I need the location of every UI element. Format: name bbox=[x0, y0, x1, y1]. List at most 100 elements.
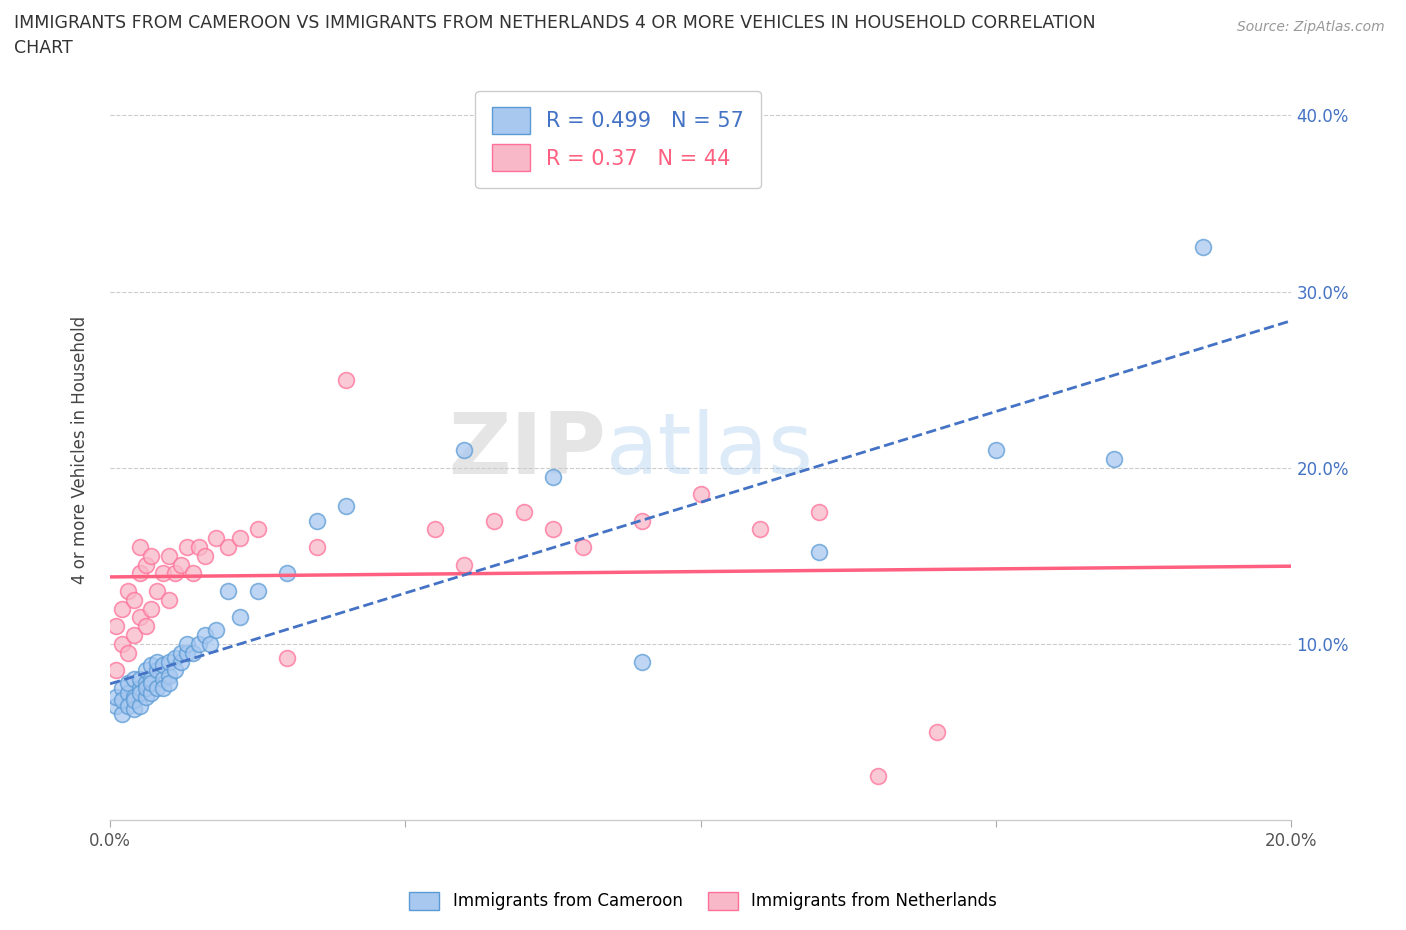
Point bbox=[1102, 451, 1125, 466]
Point bbox=[134, 675, 156, 690]
Point bbox=[181, 566, 204, 581]
Point bbox=[176, 539, 198, 554]
Point bbox=[276, 566, 298, 581]
Point bbox=[111, 681, 134, 696]
Point bbox=[111, 601, 134, 616]
Point bbox=[187, 636, 209, 651]
Point bbox=[122, 628, 145, 643]
Point bbox=[141, 549, 163, 564]
Point bbox=[128, 685, 150, 700]
Point bbox=[157, 592, 180, 607]
Point bbox=[104, 689, 127, 704]
Point bbox=[111, 636, 134, 651]
Point bbox=[541, 469, 564, 484]
Point bbox=[128, 610, 150, 625]
Point bbox=[157, 675, 180, 690]
Y-axis label: 4 or more Vehicles in Household: 4 or more Vehicles in Household bbox=[72, 316, 89, 584]
Point bbox=[134, 689, 156, 704]
Point bbox=[117, 685, 139, 700]
Point bbox=[134, 663, 156, 678]
Point bbox=[117, 698, 139, 713]
Point bbox=[128, 681, 150, 696]
Point bbox=[571, 539, 593, 554]
Text: Source: ZipAtlas.com: Source: ZipAtlas.com bbox=[1237, 20, 1385, 34]
Point bbox=[128, 698, 150, 713]
Point bbox=[146, 663, 169, 678]
Point bbox=[176, 645, 198, 660]
Text: IMMIGRANTS FROM CAMEROON VS IMMIGRANTS FROM NETHERLANDS 4 OR MORE VEHICLES IN HO: IMMIGRANTS FROM CAMEROON VS IMMIGRANTS F… bbox=[14, 14, 1095, 32]
Point bbox=[453, 557, 475, 572]
Point bbox=[122, 701, 145, 716]
Point bbox=[807, 545, 830, 560]
Point bbox=[984, 443, 1007, 458]
Point bbox=[122, 671, 145, 686]
Point bbox=[512, 504, 534, 519]
Point bbox=[217, 539, 239, 554]
Point bbox=[482, 513, 505, 528]
Point bbox=[194, 628, 217, 643]
Point bbox=[335, 499, 357, 514]
Point bbox=[141, 601, 163, 616]
Point bbox=[630, 513, 652, 528]
Point bbox=[111, 693, 134, 708]
Point bbox=[152, 658, 174, 672]
Point bbox=[181, 645, 204, 660]
Point bbox=[157, 654, 180, 669]
Point bbox=[141, 685, 163, 700]
Point bbox=[246, 584, 269, 599]
Legend: Immigrants from Cameroon, Immigrants from Netherlands: Immigrants from Cameroon, Immigrants fro… bbox=[402, 885, 1004, 917]
Point bbox=[117, 584, 139, 599]
Text: atlas: atlas bbox=[606, 408, 814, 492]
Point bbox=[146, 654, 169, 669]
Point bbox=[104, 618, 127, 633]
Point bbox=[689, 486, 711, 501]
Point bbox=[229, 610, 252, 625]
Text: ZIP: ZIP bbox=[449, 408, 606, 492]
Point bbox=[170, 654, 193, 669]
Point bbox=[104, 663, 127, 678]
Point bbox=[229, 531, 252, 546]
Point bbox=[217, 584, 239, 599]
Point bbox=[866, 768, 889, 783]
Point bbox=[170, 557, 193, 572]
Point bbox=[165, 651, 187, 666]
Point bbox=[134, 681, 156, 696]
Point bbox=[152, 671, 174, 686]
Point bbox=[630, 654, 652, 669]
Point bbox=[122, 592, 145, 607]
Point bbox=[246, 522, 269, 537]
Point bbox=[187, 539, 209, 554]
Point bbox=[157, 668, 180, 683]
Point bbox=[146, 584, 169, 599]
Point bbox=[165, 566, 187, 581]
Point bbox=[134, 618, 156, 633]
Point bbox=[194, 549, 217, 564]
Point bbox=[453, 443, 475, 458]
Point bbox=[200, 636, 222, 651]
Point bbox=[117, 645, 139, 660]
Point bbox=[807, 504, 830, 519]
Point bbox=[305, 539, 328, 554]
Point bbox=[205, 622, 228, 637]
Point bbox=[128, 566, 150, 581]
Text: CHART: CHART bbox=[14, 39, 73, 57]
Point bbox=[128, 539, 150, 554]
Point bbox=[1192, 240, 1215, 255]
Point bbox=[152, 566, 174, 581]
Point bbox=[925, 724, 948, 739]
Point bbox=[152, 681, 174, 696]
Point bbox=[176, 636, 198, 651]
Point bbox=[111, 707, 134, 722]
Legend: R = 0.499   N = 57, R = 0.37   N = 44: R = 0.499 N = 57, R = 0.37 N = 44 bbox=[475, 90, 761, 188]
Point bbox=[170, 645, 193, 660]
Point bbox=[141, 675, 163, 690]
Point bbox=[165, 663, 187, 678]
Point bbox=[134, 557, 156, 572]
Point bbox=[141, 671, 163, 686]
Point bbox=[541, 522, 564, 537]
Point bbox=[122, 689, 145, 704]
Point bbox=[104, 698, 127, 713]
Point bbox=[748, 522, 770, 537]
Point bbox=[276, 651, 298, 666]
Point bbox=[157, 549, 180, 564]
